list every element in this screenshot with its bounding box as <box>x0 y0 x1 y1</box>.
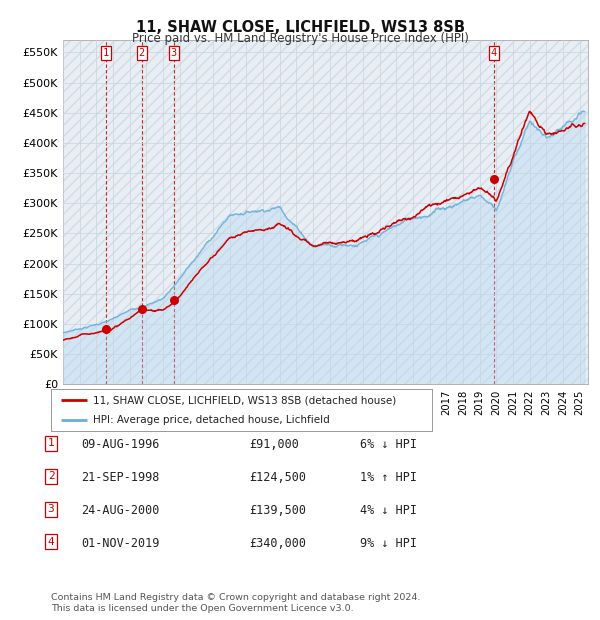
Text: 2: 2 <box>139 48 145 58</box>
Text: 3: 3 <box>171 48 177 58</box>
Text: 4% ↓ HPI: 4% ↓ HPI <box>360 504 417 517</box>
Text: 1: 1 <box>103 48 109 58</box>
Text: 1: 1 <box>47 438 55 448</box>
Text: £139,500: £139,500 <box>249 504 306 517</box>
Text: 21-SEP-1998: 21-SEP-1998 <box>81 471 160 484</box>
Text: 11, SHAW CLOSE, LICHFIELD, WS13 8SB: 11, SHAW CLOSE, LICHFIELD, WS13 8SB <box>136 20 464 35</box>
Text: £340,000: £340,000 <box>249 537 306 550</box>
Text: £91,000: £91,000 <box>249 438 299 451</box>
Text: 9% ↓ HPI: 9% ↓ HPI <box>360 537 417 550</box>
Text: Price paid vs. HM Land Registry's House Price Index (HPI): Price paid vs. HM Land Registry's House … <box>131 32 469 45</box>
Text: 2: 2 <box>47 471 55 481</box>
Text: 4: 4 <box>490 48 497 58</box>
Text: 6% ↓ HPI: 6% ↓ HPI <box>360 438 417 451</box>
Text: 3: 3 <box>47 504 55 514</box>
Text: 11, SHAW CLOSE, LICHFIELD, WS13 8SB (detached house): 11, SHAW CLOSE, LICHFIELD, WS13 8SB (det… <box>93 395 396 405</box>
Text: 4: 4 <box>47 537 55 547</box>
Text: 09-AUG-1996: 09-AUG-1996 <box>81 438 160 451</box>
Text: £124,500: £124,500 <box>249 471 306 484</box>
Text: 01-NOV-2019: 01-NOV-2019 <box>81 537 160 550</box>
Text: 1% ↑ HPI: 1% ↑ HPI <box>360 471 417 484</box>
Text: Contains HM Land Registry data © Crown copyright and database right 2024.
This d: Contains HM Land Registry data © Crown c… <box>51 593 421 613</box>
Text: 24-AUG-2000: 24-AUG-2000 <box>81 504 160 517</box>
Text: HPI: Average price, detached house, Lichfield: HPI: Average price, detached house, Lich… <box>93 415 329 425</box>
Bar <box>63 40 588 384</box>
